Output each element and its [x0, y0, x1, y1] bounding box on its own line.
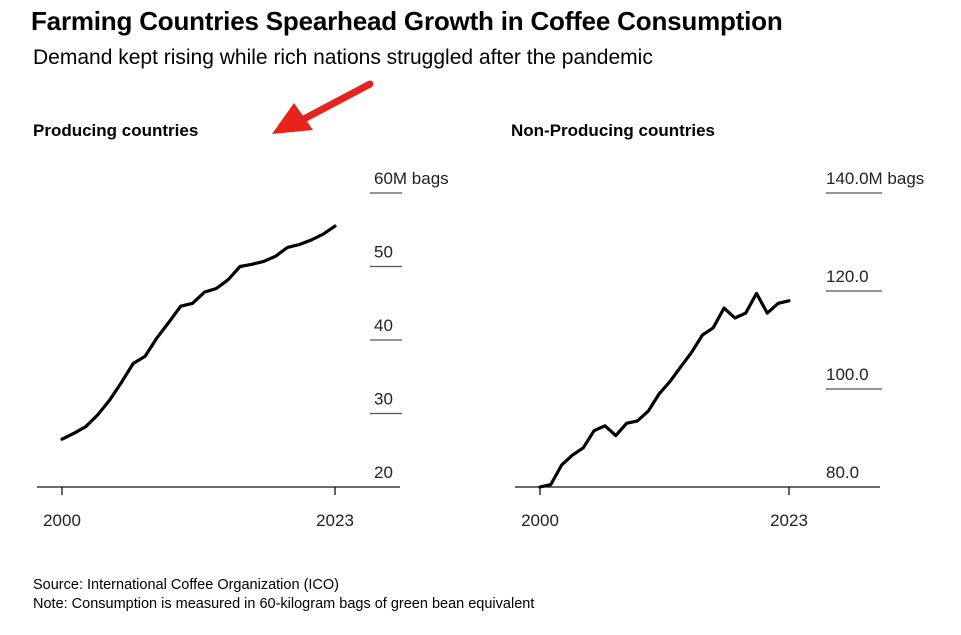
- red-arrow-icon: [272, 80, 374, 134]
- x-tick-label: 2023: [316, 511, 354, 530]
- source-note: Source: International Coffee Organizatio…: [33, 576, 534, 614]
- y-tick-label: 100.0: [826, 365, 869, 384]
- x-tick-label: 2000: [521, 511, 559, 530]
- x-tick-label: 2000: [43, 511, 81, 530]
- chart-subtitle: Demand kept rising while rich nations st…: [33, 46, 653, 69]
- producing-chart: 60M bags 50 40 30 20 2000 2023: [37, 169, 449, 530]
- series-line: [60, 224, 337, 441]
- panel-title-non-producing: Non-Producing countries: [511, 121, 715, 140]
- source-text: Source: International Coffee Organizatio…: [33, 577, 340, 593]
- panel-title-producing: Producing countries: [33, 121, 199, 140]
- y-tick-label: 80.0: [826, 463, 859, 482]
- x-tick-label: 2023: [770, 511, 808, 530]
- non-producing-chart: 140.0M bags 120.0 100.0 80.0 2000 2023: [515, 169, 924, 530]
- y-tick-label: 60M bags: [374, 169, 449, 188]
- y-tick-label: 140.0M bags: [826, 169, 924, 188]
- chart-title: Farming Countries Spearhead Growth in Co…: [31, 6, 783, 36]
- series-line: [538, 291, 791, 489]
- y-tick-label: 30: [374, 390, 393, 409]
- note-text: Note: Consumption is measured in 60-kilo…: [33, 596, 535, 612]
- y-tick-label: 120.0: [826, 267, 869, 286]
- y-tick-label: 50: [374, 243, 393, 262]
- y-tick-label: 40: [374, 316, 393, 335]
- y-tick-label: 20: [374, 463, 393, 482]
